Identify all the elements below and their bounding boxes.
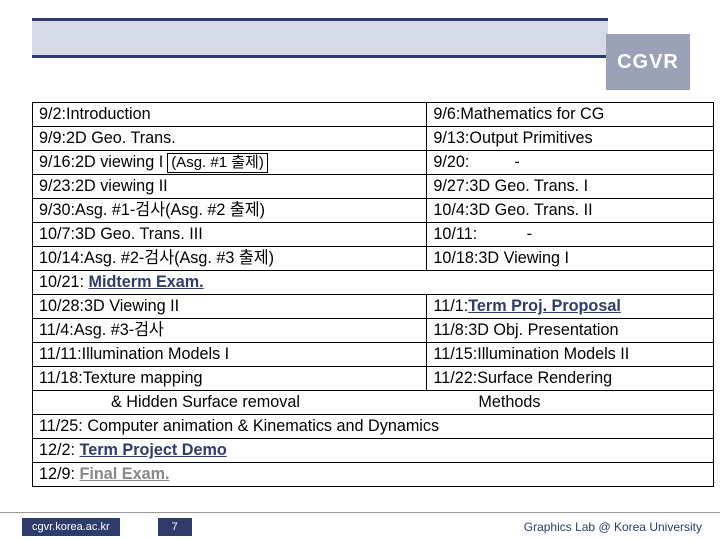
schedule-row: 12/2: Term Project Demo — [33, 439, 713, 463]
footer: cgvr.korea.ac.kr 7 Graphics Lab @ Korea … — [0, 512, 720, 540]
schedule-row: 10/21: Midterm Exam. — [33, 271, 713, 295]
schedule-cell: 12/9: Final Exam. — [33, 463, 713, 486]
schedule-cell-right: 10/11: - — [427, 223, 713, 246]
schedule-cell-right: 9/6: Mathematics for CG — [427, 103, 713, 126]
schedule-row: 9/9: 2D Geo. Trans.9/13: Output Primitiv… — [33, 127, 713, 151]
schedule-row: 10/28: 3D Viewing II11/1: Term Proj. Pro… — [33, 295, 713, 319]
footer-lab: Graphics Lab @ Korea University — [524, 520, 702, 534]
schedule-cell-right: 11/1: Term Proj. Proposal — [427, 295, 713, 318]
schedule-table: 9/2: Introduction9/6: Mathematics for CG… — [32, 102, 714, 487]
schedule-row: 9/23: 2D viewing II9/27: 3D Geo. Trans. … — [33, 175, 713, 199]
schedule-cell-left: 11/4: Asg. #3-검사 — [33, 319, 427, 342]
schedule-cell-right: 10/4: 3D Geo. Trans. II — [427, 199, 713, 222]
footer-page: 7 — [158, 518, 192, 536]
schedule-cell-right: Methods — [427, 391, 713, 414]
schedule-cell-right: 9/27: 3D Geo. Trans. I — [427, 175, 713, 198]
schedule-cell-right: 11/22: Surface Rendering — [427, 367, 713, 390]
schedule-row: 9/16: 2D viewing I(Asg. #1 출제)9/20: - — [33, 151, 713, 175]
schedule-row: 10/14: Asg. #2-검사 (Asg. #3 출제)10/18: 3D … — [33, 247, 713, 271]
schedule-row: 9/30: Asg. #1-검사 (Asg. #2 출제)10/4: 3D Ge… — [33, 199, 713, 223]
schedule-cell-left: 9/9: 2D Geo. Trans. — [33, 127, 427, 150]
schedule-cell: 10/21: Midterm Exam. — [33, 271, 713, 294]
schedule-row: 11/18: Texture mapping11/22: Surface Ren… — [33, 367, 713, 391]
schedule-cell-left: 10/28: 3D Viewing II — [33, 295, 427, 318]
schedule-row: 12/9: Final Exam. — [33, 463, 713, 486]
cgvr-label: CGVR — [617, 51, 679, 74]
footer-url: cgvr.korea.ac.kr — [22, 518, 120, 536]
schedule-cell-left: & Hidden Surface removal — [33, 391, 427, 414]
schedule-row: 10/7: 3D Geo. Trans. III10/11: - — [33, 223, 713, 247]
schedule-row: 11/4: Asg. #3-검사11/8: 3D Obj. Presentati… — [33, 319, 713, 343]
schedule-cell-right: 11/15: Illumination Models II — [427, 343, 713, 366]
schedule-cell-right: 11/8: 3D Obj. Presentation — [427, 319, 713, 342]
schedule-cell-left: 11/18: Texture mapping — [33, 367, 427, 390]
schedule-cell: 12/2: Term Project Demo — [33, 439, 713, 462]
schedule-cell: 11/25: Computer animation & Kinematics a… — [33, 415, 713, 438]
header-bar — [32, 18, 608, 58]
schedule-cell-left: 11/11: Illumination Models I — [33, 343, 427, 366]
schedule-row: 9/2: Introduction9/6: Mathematics for CG — [33, 103, 713, 127]
schedule-row: & Hidden Surface removal Methods — [33, 391, 713, 415]
schedule-row: 11/11: Illumination Models I11/15: Illum… — [33, 343, 713, 367]
schedule-cell-left: 10/7: 3D Geo. Trans. III — [33, 223, 427, 246]
schedule-cell-right: 9/13: Output Primitives — [427, 127, 713, 150]
schedule-cell-right: 10/18: 3D Viewing I — [427, 247, 713, 270]
cgvr-badge: CGVR — [606, 34, 690, 90]
schedule-cell-left: 10/14: Asg. #2-검사 (Asg. #3 출제) — [33, 247, 427, 270]
schedule-cell-left: 9/2: Introduction — [33, 103, 427, 126]
schedule-cell-left: 9/16: 2D viewing I(Asg. #1 출제) — [33, 151, 427, 174]
schedule-cell-right: 9/20: - — [427, 151, 713, 174]
schedule-cell-left: 9/30: Asg. #1-검사 (Asg. #2 출제) — [33, 199, 427, 222]
schedule-cell-left: 9/23: 2D viewing II — [33, 175, 427, 198]
schedule-row: 11/25: Computer animation & Kinematics a… — [33, 415, 713, 439]
